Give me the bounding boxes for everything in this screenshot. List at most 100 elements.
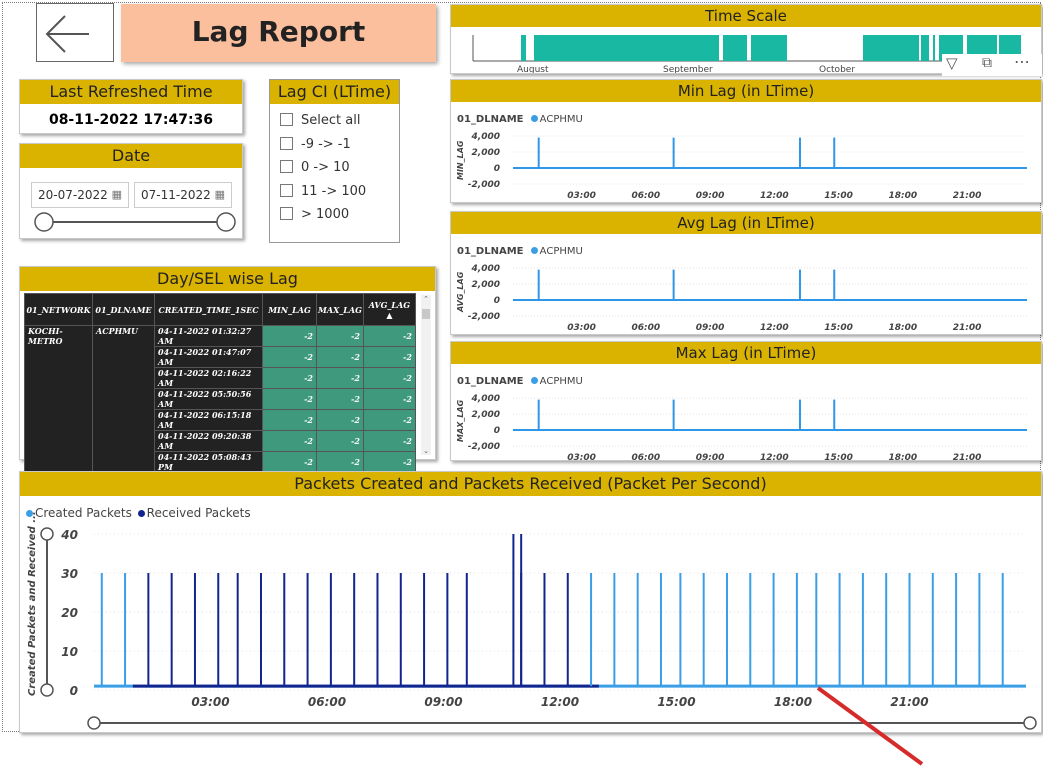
lag-table-wrapper[interactable]: 01_NETWORK 01_DLNAME CREATED_TIME_1SEC M…	[24, 293, 416, 494]
lag-ci-slicer: Lag CI (LTime) Select all -9 -> -1 0 -> …	[269, 79, 400, 243]
time-cell: 04-11-2022 05:08:43 PM	[154, 451, 263, 473]
table-row[interactable]: KOCHI-METRO ACPHMU 04-11-2022 01:32:27 AM -…	[24, 325, 416, 494]
y-tick-label: 0	[70, 684, 78, 698]
time-cell: 04-11-2022 09:20:38 AM	[154, 430, 263, 452]
max-lag-cell: -2	[316, 388, 364, 410]
column-header[interactable]: AVG_LAG ▲	[362, 293, 416, 326]
back-button[interactable]	[36, 3, 114, 62]
x-tick-label: 12:00	[760, 323, 789, 333]
packets-chart[interactable]: 40 30 20 10 0 03:00 06:00 09:00 12:00 15:00 18:00 2…	[20, 496, 1043, 734]
x-tick-label: 15:00	[824, 323, 853, 333]
x-tick-label: 06:00	[632, 453, 661, 462]
x-tick-label: 21:00	[953, 191, 982, 201]
table-row[interactable]: 04-11-2022 05:50:56 AM -2 -2 -2	[25, 388, 416, 410]
lag-ci-option-select-all[interactable]: Select all	[280, 112, 360, 130]
checkbox[interactable]	[280, 137, 293, 150]
min-lag-title: Min Lag (in LTime)	[451, 80, 1041, 102]
y-tick-label: 2,000	[472, 410, 500, 420]
avg-lag-chart[interactable]: 4,000 2,000 0 -2,000 03:00 06:00 09:00 12:00 15:…	[451, 236, 1043, 336]
filter-icon[interactable]: ▽	[946, 54, 958, 72]
table-row[interactable]: 04-11-2022 01:47:07 AM -2 -2 -2	[25, 346, 416, 368]
avg-lag-cell: -2	[362, 346, 416, 368]
lag-ci-option[interactable]: -9 -> -1	[280, 136, 351, 154]
packets-chart-title: Packets Created and Packets Received (Pa…	[20, 472, 1041, 496]
more-options-icon[interactable]: ⋯	[1014, 52, 1030, 71]
x-tick-label: 21:00	[953, 323, 982, 333]
end-date-input[interactable]: 07-11-2022 ▦	[134, 182, 232, 208]
y-tick-label: 20	[61, 606, 78, 620]
lag-ci-option[interactable]: 0 -> 10	[280, 159, 350, 177]
min-lag-chart[interactable]: 4,000 2,000 0 -2,000 03:00 06:00 09:00 12:00 15:…	[451, 104, 1043, 204]
max-lag-cell: -2	[316, 451, 364, 473]
x-tick-label: 03:00	[191, 695, 229, 709]
y-tick-label: 0	[494, 426, 500, 436]
column-header[interactable]: MIN_LAG	[262, 293, 317, 326]
max-lag-chart[interactable]: 4,000 2,000 0 -2,000 03:00 06:00 09:00 12:00 15:…	[451, 366, 1043, 462]
y-tick-label: 30	[61, 567, 78, 581]
start-date-input[interactable]: 20-07-2022 ▦	[31, 182, 129, 208]
checkbox[interactable]	[280, 160, 293, 173]
calendar-icon[interactable]: ▦	[111, 188, 122, 201]
avg-lag-cell: -2	[362, 388, 416, 410]
y-slider-top-handle[interactable]	[40, 527, 54, 541]
x-tick-label: 12:00	[760, 191, 789, 201]
min-lag-cell: -2	[262, 325, 317, 347]
network-cell: KOCHI-METRO	[24, 325, 93, 494]
min-lag-cell: -2	[262, 388, 317, 410]
column-header[interactable]: 01_DLNAME	[92, 293, 155, 326]
table-row[interactable]: 04-11-2022 05:08:43 PM -2 -2 -2	[25, 451, 416, 473]
min-lag-cell: -2	[262, 409, 317, 431]
x-tick-label: 18:00	[889, 191, 918, 201]
legend-received: Received Packets	[146, 506, 251, 520]
y-axis-label: AVG_LAG	[456, 271, 465, 313]
x-tick-label: 06:00	[632, 191, 661, 201]
max-lag-cell: -2	[316, 325, 364, 347]
checkbox[interactable]	[280, 113, 293, 126]
time-scale-label: Time Scale	[451, 5, 1041, 27]
x-tick-label: 03:00	[567, 191, 596, 201]
x-tick-label: 12:00	[760, 453, 789, 462]
x-tick-label: 15:00	[824, 191, 853, 201]
checkbox[interactable]	[280, 207, 293, 220]
x-slider-start-handle[interactable]	[87, 716, 101, 730]
y-tick-label: 4,000	[471, 264, 500, 274]
table-scrollbar[interactable]: ⌃ ⌄	[421, 295, 431, 455]
end-date-value: 07-11-2022	[141, 188, 211, 202]
time-scale-month: August	[517, 65, 549, 73]
scrollbar-thumb[interactable]	[422, 309, 430, 319]
y-axis-label: MIN_LAG	[456, 140, 465, 180]
slider-start-handle[interactable]	[34, 212, 54, 232]
lag-ci-option[interactable]: > 1000	[280, 206, 349, 224]
checkbox[interactable]	[280, 184, 293, 197]
calendar-icon[interactable]: ▦	[214, 188, 225, 201]
x-tick-label: 12:00	[541, 695, 579, 709]
max-lag-cell: -2	[316, 409, 364, 431]
time-scale-month: October	[819, 65, 855, 73]
slider-end-handle[interactable]	[216, 212, 236, 232]
time-cell: 04-11-2022 01:32:27 AM	[154, 325, 263, 347]
time-cell: 04-11-2022 06:15:18 AM	[154, 409, 263, 431]
column-header[interactable]: MAX_LAG	[316, 293, 364, 326]
x-tick-label: 03:00	[567, 323, 596, 333]
visual-toolbar: ▽ ⧉ ⋯	[942, 52, 1042, 76]
date-slicer: Date 20-07-2022 ▦ 07-11-2022 ▦	[19, 143, 243, 239]
x-slider-end-handle[interactable]	[1023, 716, 1037, 730]
scroll-up-icon[interactable]: ⌃	[423, 295, 429, 303]
focus-mode-icon[interactable]: ⧉	[982, 55, 992, 71]
x-tick-label: 18:00	[774, 695, 812, 709]
last-refreshed-value: 08-11-2022 17:47:36	[48, 112, 214, 128]
x-tick-label: 21:00	[953, 453, 982, 462]
x-tick-label: 09:00	[696, 323, 725, 333]
x-tick-label: 15:00	[657, 695, 695, 709]
column-header[interactable]: CREATED_TIME_1SEC	[154, 293, 263, 326]
column-header[interactable]: 01_NETWORK	[24, 293, 93, 326]
y-tick-label: 4,000	[471, 132, 500, 142]
x-tick-label: 06:00	[632, 323, 661, 333]
max-lag-title: Max Lag (in LTime)	[451, 342, 1041, 364]
scroll-down-icon[interactable]: ⌄	[423, 447, 429, 455]
x-tick-label: 03:00	[567, 453, 596, 462]
y-slider-bottom-handle[interactable]	[40, 683, 54, 697]
date-range-slider[interactable]	[20, 210, 244, 234]
lag-ci-option[interactable]: 11 -> 100	[280, 183, 366, 201]
avg-lag-cell: -2	[362, 430, 416, 452]
